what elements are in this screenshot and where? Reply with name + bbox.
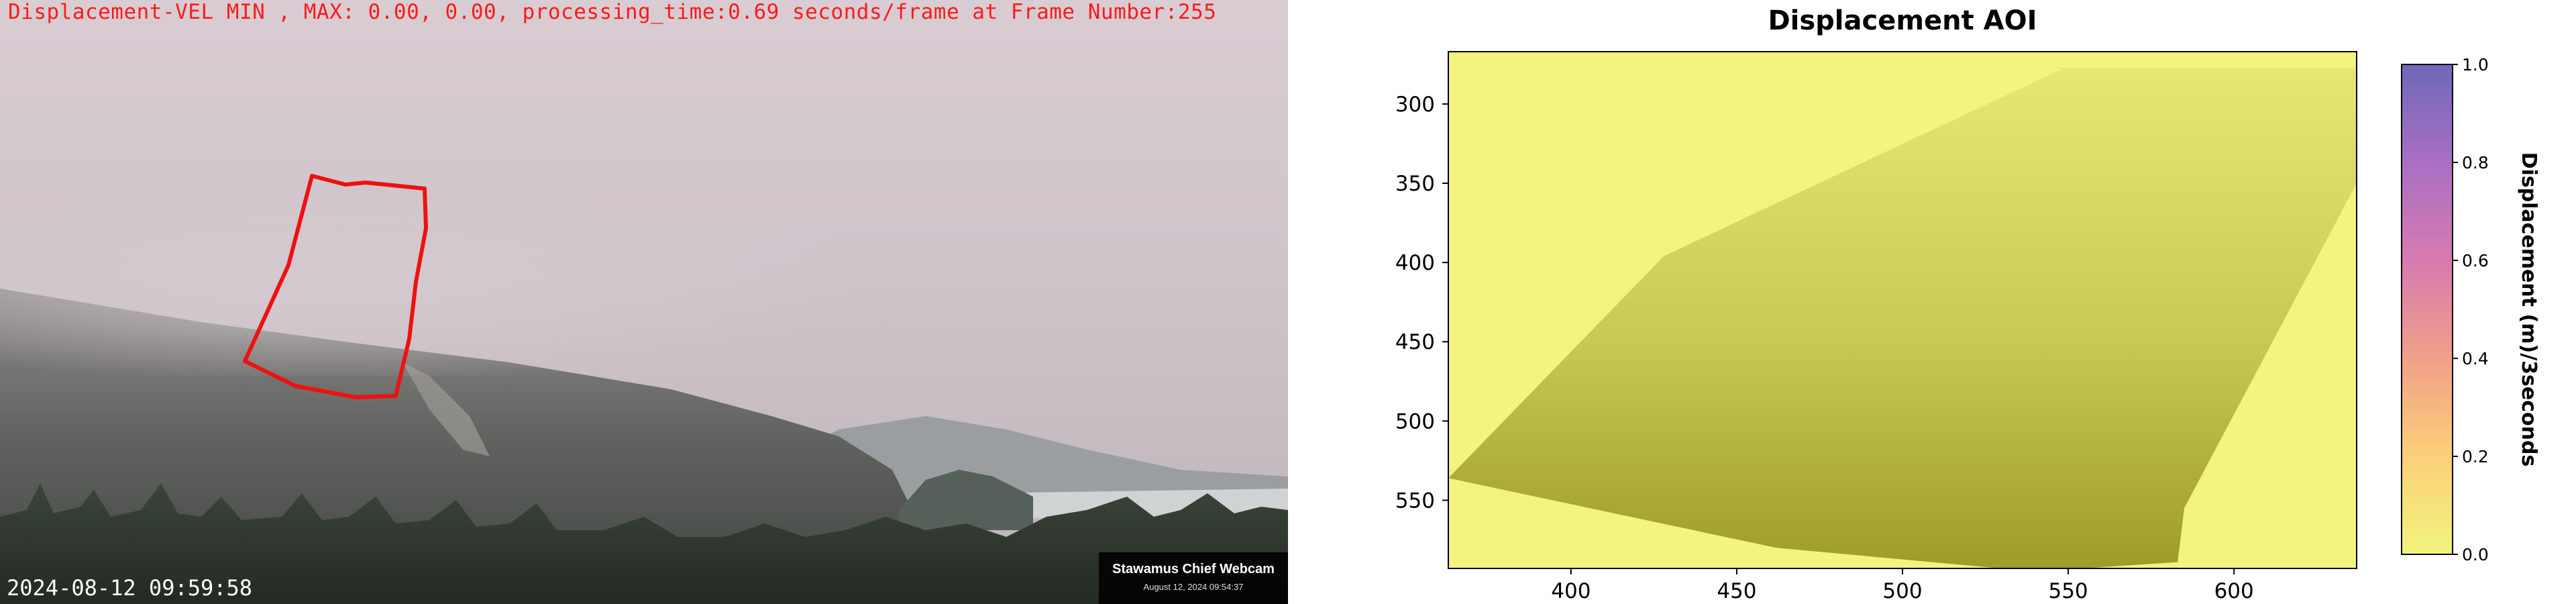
colorbar-axis: 0.0 0.2 0.4 0.6 0.8 1.0 [2453,55,2489,564]
webcam-panel: Displacement-VEL MIN , MAX: 0.00, 0.00, … [0,0,1288,604]
chart-title: Displacement AOI [1768,5,2037,36]
x-tick-label: 400 [1551,579,1591,603]
colorbar-tick-label: 0.4 [2462,349,2489,368]
x-tick-label: 600 [2214,579,2254,603]
colorbar-tick-label: 0.6 [2462,251,2489,270]
y-tick-label: 300 [1395,93,1435,117]
rock-face [402,362,490,456]
x-tick-label: 450 [1717,579,1756,603]
displacement-chart: Displacement AOI 400 450 500 550 600 300 350 4… [1395,5,2540,603]
x-tick-label: 550 [2048,579,2088,603]
colorbar-tick-label: 1.0 [2462,55,2489,74]
webcam-frame [0,0,1288,604]
x-tick-label: 500 [1882,579,1922,603]
colorbar-tick-label: 0.0 [2462,545,2489,564]
y-tick-label: 400 [1395,251,1435,275]
y-tick-label: 550 [1395,489,1435,513]
y-tick-label: 350 [1395,172,1435,196]
mist-overlay [0,201,939,376]
y-axis: 300 350 400 450 500 550 [1395,93,1448,513]
x-axis: 400 450 500 550 600 [1551,568,2254,603]
frame-timestamp: 2024-08-12 09:59:58 [7,575,253,601]
webcam-badge-date: August 12, 2024 09:54:37 [1143,582,1244,592]
status-line: Displacement-VEL MIN , MAX: 0.00, 0.00, … [8,0,1217,24]
aoi-displacement-region [1448,67,2357,568]
colorbar [2401,64,2453,555]
chart-panel: Displacement AOI 400 450 500 550 600 300 350 4… [1288,0,2576,604]
colorbar-tick-label: 0.8 [2462,153,2489,172]
forest [0,483,1288,604]
aoi-outline [243,174,428,399]
colorbar-label: Displacement (m)/3seconds [2517,152,2540,467]
webcam-badge-title: Stawamus Chief Webcam [1112,562,1275,576]
colorbar-tick-label: 0.2 [2462,447,2489,466]
y-tick-label: 500 [1395,409,1435,434]
webcam-badge: Stawamus Chief Webcam August 12, 2024 09… [1099,552,1288,604]
right-hill [899,470,1033,530]
y-tick-label: 450 [1395,330,1435,354]
